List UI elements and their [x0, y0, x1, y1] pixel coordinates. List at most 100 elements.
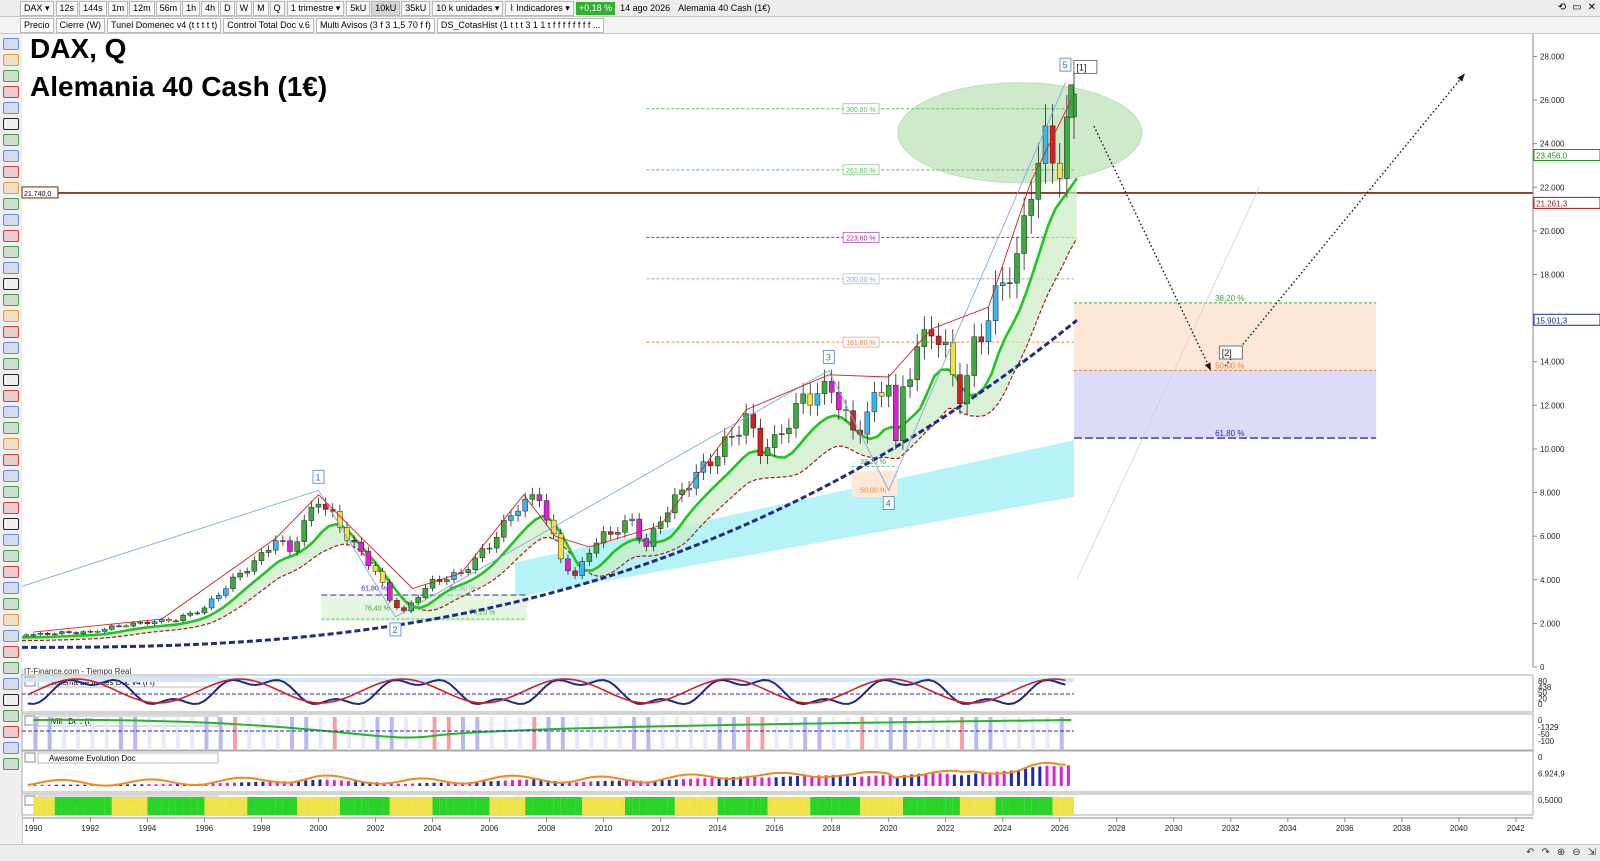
- tool-8-icon[interactable]: [3, 166, 19, 178]
- candle-body: [572, 570, 578, 576]
- tool-26-icon[interactable]: [3, 454, 19, 466]
- indicator-chip-1[interactable]: Cierre (W): [55, 17, 106, 33]
- tool-12-icon[interactable]: [3, 230, 19, 242]
- fuerza-bar: [453, 797, 462, 815]
- unit-10ku[interactable]: 10kU: [371, 0, 401, 16]
- tool-39-icon[interactable]: [3, 662, 19, 674]
- timeframe-56m[interactable]: 56m: [155, 0, 182, 16]
- redo-icon[interactable]: ↷: [1541, 847, 1550, 858]
- awesome-bar: [674, 779, 678, 786]
- zoom-out-icon[interactable]: ⊖: [1572, 847, 1581, 858]
- tool-14-icon[interactable]: [3, 262, 19, 274]
- tool-21-icon[interactable]: [3, 374, 19, 386]
- timeframe-m[interactable]: M: [253, 0, 269, 16]
- tool-33-icon[interactable]: [3, 566, 19, 578]
- tool-38-icon[interactable]: [3, 646, 19, 658]
- timeframe-1m[interactable]: 1m: [107, 0, 129, 16]
- tool-41-icon[interactable]: [3, 694, 19, 706]
- tool-34-icon[interactable]: [3, 582, 19, 594]
- candle-body: [394, 600, 400, 608]
- tool-19-icon[interactable]: [3, 342, 19, 354]
- indicator-chip-0[interactable]: Precio: [20, 17, 54, 33]
- instrument-label: Alemania 40 Cash (1€): [678, 3, 771, 13]
- fuerza-bar: [560, 797, 568, 815]
- y-tick-label-3: 6.000: [1540, 532, 1561, 541]
- unit-5ku[interactable]: 5kU: [346, 0, 371, 16]
- tool-30-icon[interactable]: [3, 518, 19, 530]
- y-tick-label-11: 22.000: [1540, 183, 1565, 192]
- tool-36-icon[interactable]: [3, 614, 19, 626]
- tool-2-icon[interactable]: [3, 70, 19, 82]
- units-dropdown[interactable]: 10 k unidades ▾: [432, 0, 504, 16]
- tool-35-icon[interactable]: [3, 598, 19, 610]
- tool-40-icon[interactable]: [3, 678, 19, 690]
- timeframe-4h[interactable]: 4h: [201, 0, 220, 16]
- indicator-chip-2[interactable]: Tunel Domenec v4 (t t t t t): [107, 17, 222, 33]
- willy-bar: [589, 717, 594, 750]
- candle-body: [779, 433, 785, 435]
- indicator-chip-4[interactable]: Multi Avisos (3 f 3 1,5 70 f f): [315, 17, 435, 33]
- fuerza-bar: [76, 797, 84, 815]
- refresh-icon[interactable]: ⟲: [1557, 2, 1567, 13]
- tool-28-icon[interactable]: [3, 486, 19, 498]
- tool-22-icon[interactable]: [3, 390, 19, 402]
- tool-15-icon[interactable]: [3, 278, 19, 290]
- unit-35ku[interactable]: 35kU: [401, 0, 431, 16]
- tool-11-icon[interactable]: [3, 214, 19, 226]
- x-tick-label-23: 2036: [1336, 824, 1354, 833]
- fuerza-bar: [781, 797, 789, 815]
- zoom-in-icon[interactable]: ⊕: [1556, 847, 1566, 858]
- tool-6-icon[interactable]: [3, 134, 19, 146]
- candle-body: [807, 393, 814, 406]
- timeframe-12m[interactable]: 12m: [129, 0, 155, 16]
- minimize-icon[interactable]: ▭: [1572, 2, 1582, 13]
- willy-bar: [760, 717, 765, 750]
- tool-17-icon[interactable]: [3, 310, 19, 322]
- tool-45-icon[interactable]: [3, 758, 19, 770]
- tool-43-icon[interactable]: [3, 726, 19, 738]
- tool-44-icon[interactable]: [3, 742, 19, 754]
- tool-0-icon[interactable]: [3, 38, 19, 50]
- tool-27-icon[interactable]: [3, 470, 19, 482]
- faint-trendline: [1076, 187, 1260, 580]
- timeframe-w[interactable]: W: [235, 0, 253, 16]
- timeframe-144s[interactable]: 144s: [79, 0, 107, 16]
- undo-icon[interactable]: ↶: [1526, 847, 1535, 858]
- willy-bar: [1016, 717, 1021, 750]
- period-selector[interactable]: 1 trimestre ▾: [286, 0, 345, 16]
- indicator-chip-3[interactable]: Control Total Doc v.6: [223, 17, 314, 33]
- tool-20-icon[interactable]: [3, 358, 19, 370]
- tool-3-icon[interactable]: [3, 86, 19, 98]
- symbol-selector[interactable]: DAX ▾: [20, 0, 54, 16]
- fuerza-bar: [503, 797, 511, 815]
- tool-13-icon[interactable]: [3, 246, 19, 258]
- candle-body: [893, 384, 899, 441]
- tool-4-icon[interactable]: [3, 102, 19, 114]
- tool-10-icon[interactable]: [3, 198, 19, 210]
- tool-31-icon[interactable]: [3, 534, 19, 546]
- tool-29-icon[interactable]: [3, 502, 19, 514]
- timeframe-q[interactable]: Q: [269, 0, 285, 16]
- tool-5-icon[interactable]: [3, 118, 19, 130]
- candle-body: [714, 456, 721, 467]
- tool-42-icon[interactable]: [3, 710, 19, 722]
- timeframe-12s[interactable]: 12s: [55, 0, 79, 16]
- fit-icon[interactable]: ⇲: [1587, 847, 1596, 858]
- tool-23-icon[interactable]: [3, 406, 19, 418]
- indicators-button[interactable]: ⌇ Indicadores ▾: [505, 0, 574, 16]
- timeframe-1h[interactable]: 1h: [182, 0, 201, 16]
- tool-24-icon[interactable]: [3, 422, 19, 434]
- tool-18-icon[interactable]: [3, 326, 19, 338]
- tool-1-icon[interactable]: [3, 54, 19, 66]
- tool-16-icon[interactable]: [3, 294, 19, 306]
- tool-7-icon[interactable]: [3, 150, 19, 162]
- candle-body: [786, 427, 792, 434]
- arrow-up-head: [1457, 73, 1465, 82]
- tool-9-icon[interactable]: [3, 182, 19, 194]
- tool-32-icon[interactable]: [3, 550, 19, 562]
- tool-25-icon[interactable]: [3, 438, 19, 450]
- indicator-chip-5[interactable]: DS_CotasHist (1 t t t 3 1 1 t f f f f f …: [436, 17, 605, 33]
- close-icon[interactable]: ✕: [1587, 2, 1596, 13]
- timeframe-d[interactable]: D: [220, 0, 235, 16]
- tool-37-icon[interactable]: [3, 630, 19, 642]
